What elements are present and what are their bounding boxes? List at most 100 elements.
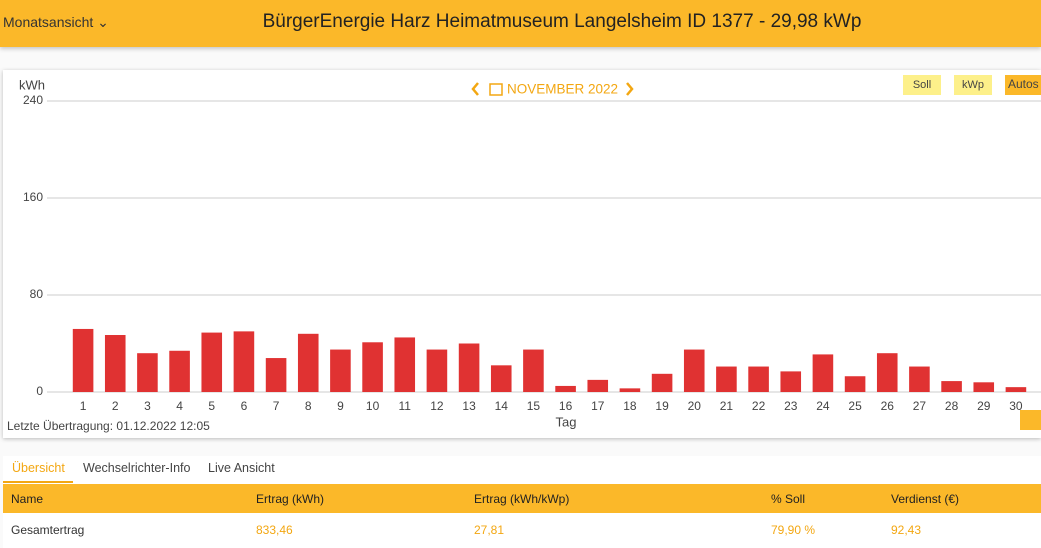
x-tick-label: 14 bbox=[495, 399, 509, 413]
bar bbox=[137, 353, 158, 392]
x-tick-label: 22 bbox=[752, 399, 766, 413]
y-tick-label: 0 bbox=[36, 384, 43, 398]
tab[interactable]: Übersicht bbox=[12, 461, 65, 475]
y-tick-label: 160 bbox=[23, 190, 43, 204]
y-tick-label: 240 bbox=[23, 93, 43, 107]
bar bbox=[1005, 387, 1027, 392]
cell: 79,90 % bbox=[771, 523, 816, 537]
bar bbox=[169, 350, 190, 392]
export-button[interactable] bbox=[1020, 410, 1041, 430]
x-tick-label: 24 bbox=[816, 399, 830, 413]
x-tick-label: 17 bbox=[591, 399, 605, 413]
cell: Gesamtertrag bbox=[11, 523, 85, 537]
bar bbox=[780, 371, 802, 392]
calendar-icon[interactable] bbox=[489, 83, 503, 96]
x-tick-label: 19 bbox=[655, 399, 669, 413]
bar bbox=[973, 382, 995, 392]
bar bbox=[104, 335, 126, 392]
header: Monatsansicht ⌄ BürgerEnergie Harz Heima… bbox=[0, 0, 1041, 47]
x-tick-label: 27 bbox=[913, 399, 927, 413]
x-tick-label: 6 bbox=[241, 399, 248, 413]
bar bbox=[941, 381, 962, 392]
autoscale-button-label[interactable]: Autos bbox=[1008, 77, 1039, 91]
bar bbox=[362, 342, 383, 392]
column-header: Name bbox=[11, 492, 44, 506]
tab[interactable]: Wechselrichter-Info bbox=[83, 461, 191, 475]
x-tick-label: 9 bbox=[337, 399, 344, 413]
bar bbox=[909, 366, 930, 392]
bar bbox=[555, 385, 576, 392]
x-tick-label: 29 bbox=[977, 399, 991, 413]
x-tick-label: 5 bbox=[208, 399, 215, 413]
x-tick-label: 15 bbox=[527, 399, 541, 413]
bar bbox=[844, 376, 866, 392]
bar bbox=[490, 365, 512, 392]
page-title: BürgerEnergie Harz Heimatmuseum Langelsh… bbox=[262, 11, 862, 32]
bar bbox=[812, 354, 834, 392]
bar bbox=[394, 337, 416, 392]
view-select-label[interactable]: Monatsansicht bbox=[3, 14, 94, 30]
bar bbox=[72, 328, 94, 392]
bar bbox=[426, 349, 448, 392]
tab-panel: Übersicht Wechselrichter-Info Live Ansic… bbox=[3, 456, 1041, 548]
x-tick-label: 18 bbox=[623, 399, 637, 413]
x-tick-label: 28 bbox=[945, 399, 959, 413]
cell: 833,46 bbox=[256, 523, 293, 537]
x-tick-label: 20 bbox=[688, 399, 702, 413]
x-tick-label: 4 bbox=[176, 399, 183, 413]
bar bbox=[297, 333, 319, 392]
y-tick-label: 80 bbox=[30, 287, 44, 301]
bar bbox=[201, 332, 223, 392]
bar bbox=[651, 373, 673, 392]
bar bbox=[233, 331, 255, 392]
column-header: % Soll bbox=[771, 492, 806, 506]
x-tick-label: 13 bbox=[462, 399, 476, 413]
cell: 92,43 bbox=[891, 523, 922, 537]
x-tick-label: 1 bbox=[80, 399, 87, 413]
bar bbox=[716, 366, 737, 392]
next-month[interactable] bbox=[626, 82, 634, 96]
autoscale-button[interactable] bbox=[1005, 75, 1041, 95]
period-label[interactable]: NOVEMBER 2022 bbox=[507, 82, 618, 97]
x-tick-label: 30 bbox=[1009, 399, 1023, 413]
bar bbox=[619, 388, 641, 392]
x-tick-label: 16 bbox=[559, 399, 573, 413]
tab[interactable]: Live Ansicht bbox=[208, 461, 275, 475]
x-tick-label: 21 bbox=[720, 399, 734, 413]
x-tick-label: 8 bbox=[305, 399, 312, 413]
prev-month[interactable] bbox=[471, 82, 479, 96]
bar bbox=[876, 353, 898, 392]
column-header: Ertrag (kWh/kWp) bbox=[474, 492, 570, 506]
x-tick-label: 26 bbox=[881, 399, 895, 413]
y-axis-label: kWh bbox=[19, 77, 45, 92]
x-tick-label: 11 bbox=[399, 399, 412, 413]
last-transfer: Letzte Übertragung: 01.12.2022 12:05 bbox=[7, 419, 210, 433]
bar bbox=[458, 343, 480, 392]
column-header: Ertrag (kWh) bbox=[256, 492, 325, 506]
soll-button[interactable] bbox=[903, 75, 941, 95]
table-header: Name Ertrag (kWh) Ertrag (kWh/kWp) % Sol… bbox=[3, 484, 1041, 513]
bar bbox=[683, 349, 705, 392]
view-select[interactable]: Monatsansicht ⌄ bbox=[3, 14, 109, 30]
bar bbox=[587, 379, 609, 392]
x-tick-label: 3 bbox=[144, 399, 151, 413]
bar bbox=[265, 358, 287, 392]
bar bbox=[523, 349, 544, 392]
column-header: Verdienst (€) bbox=[891, 492, 960, 506]
x-axis-label: Tag bbox=[556, 414, 577, 429]
chart: kWh NOVEMBER 2022 Soll kWp Autos Tag Let… bbox=[7, 75, 1041, 433]
bar bbox=[748, 366, 769, 392]
x-tick-label: 23 bbox=[784, 399, 798, 413]
cell: 27,81 bbox=[474, 523, 505, 537]
chart-card: kWh NOVEMBER 2022 Soll kWp Autos Tag Let… bbox=[3, 70, 1041, 438]
tab-underline bbox=[3, 481, 73, 483]
soll-button-label[interactable]: Soll bbox=[913, 79, 931, 91]
kwp-button[interactable] bbox=[954, 75, 992, 95]
x-tick-label: 12 bbox=[430, 399, 444, 413]
x-tick-label: 10 bbox=[366, 399, 380, 413]
kwp-button-label[interactable]: kWp bbox=[962, 79, 984, 91]
bar bbox=[330, 349, 351, 392]
x-tick-label: 7 bbox=[273, 399, 280, 413]
x-tick-label: 25 bbox=[848, 399, 862, 413]
